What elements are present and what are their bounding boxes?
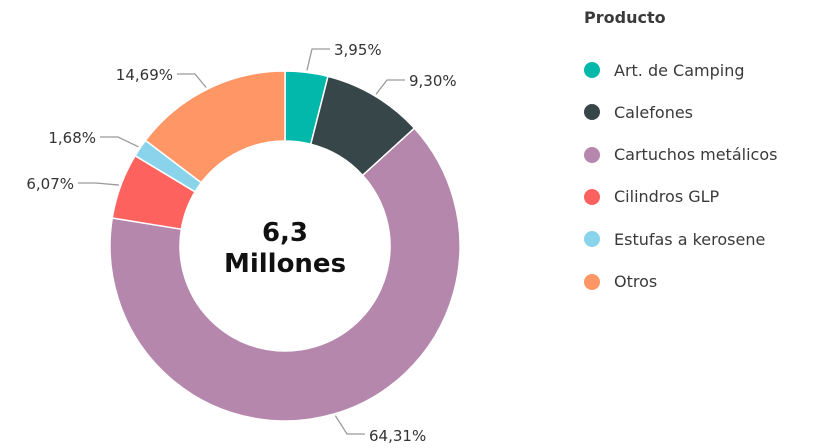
center-value: 6,3	[261, 218, 309, 248]
legend-swatch	[584, 188, 600, 205]
legend-label: Cilindros GLP	[614, 187, 720, 207]
legend-item-cilindros-glp[interactable]: Cilindros GLP	[584, 186, 719, 208]
leader-line-cilindros-glp	[78, 182, 119, 186]
leader-lines	[78, 48, 405, 435]
legend-swatch	[584, 146, 600, 163]
leader-line-cartuchos-metalicos	[334, 415, 365, 435]
leader-line-estufas-a-kerosene	[100, 136, 139, 148]
data-label-art-de-camping: 3,95%	[334, 41, 382, 59]
legend-title: Producto	[584, 8, 666, 27]
leader-line-art-de-camping	[306, 48, 330, 71]
slice-cartuchos-metalicos[interactable]	[109, 127, 461, 422]
donut-slices	[109, 70, 461, 422]
percentage-labels: 3,95% 9,30% 64,31% 6,07% 1,68% 14,69%	[26, 41, 456, 445]
data-label-calefones: 9,30%	[409, 72, 457, 90]
legend-item-art-de-camping[interactable]: Art. de Camping	[584, 59, 745, 81]
legend-item-cartuchos-metalicos[interactable]: Cartuchos metálicos	[584, 144, 777, 166]
legend-label: Otros	[614, 272, 658, 291]
legend-swatch	[584, 62, 600, 78]
legend-item-otros[interactable]: Otros	[584, 271, 657, 293]
center-unit: Millones	[223, 249, 347, 279]
data-label-cartuchos-metalicos: 64,31%	[369, 427, 426, 445]
legend: Producto Art. de Camping Calefones Cartuch…	[584, 6, 814, 291]
legend-swatch	[584, 231, 600, 248]
legend-label: Calefones	[614, 102, 694, 122]
data-label-otros: 14,69%	[116, 66, 173, 84]
legend-label: Art. de Camping	[614, 60, 745, 80]
legend-item-estufas-a-kerosene[interactable]: Estufas a kerosene	[584, 228, 765, 250]
leader-line-calefones	[375, 79, 405, 95]
legend-label: Estufas a kerosene	[614, 229, 766, 249]
data-label-cilindros-glp: 6,07%	[26, 175, 74, 193]
slice-otros[interactable]	[144, 70, 286, 184]
legend-item-calefones[interactable]: Calefones	[584, 101, 693, 123]
data-label-estufas-a-kerosene: 1,68%	[48, 129, 96, 147]
legend-swatch	[584, 104, 600, 121]
legend-swatch	[584, 273, 600, 290]
legend-label: Cartuchos metálicos	[614, 145, 778, 165]
leader-line-otros	[177, 73, 207, 88]
donut-center-total: 6,3 Millones	[185, 218, 385, 280]
